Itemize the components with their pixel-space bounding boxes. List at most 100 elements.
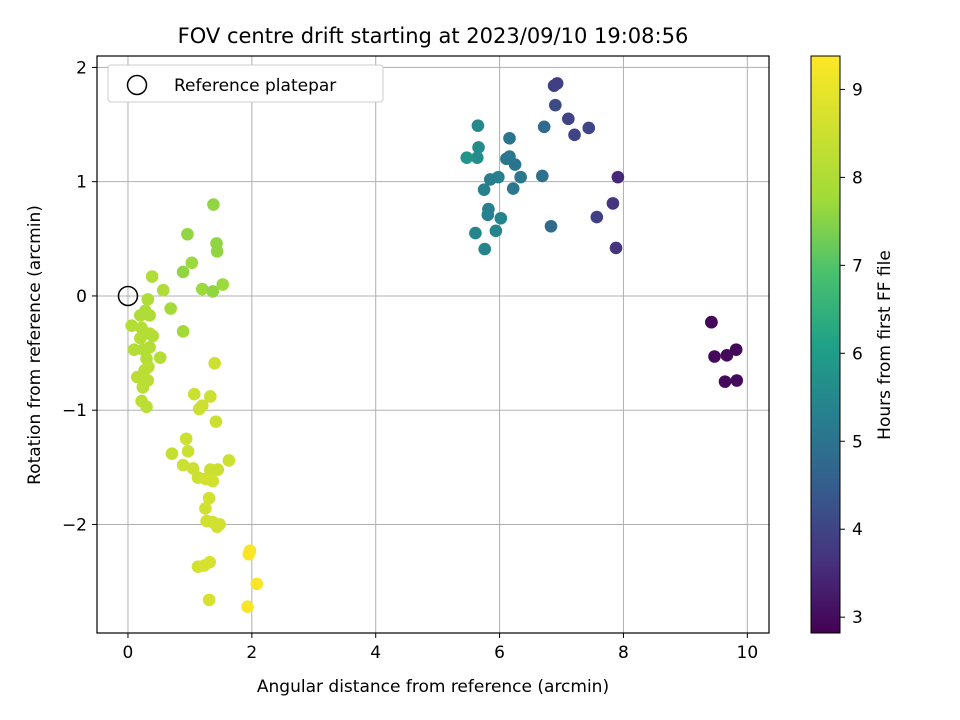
data-point bbox=[176, 458, 190, 472]
y-tick-label: 1 bbox=[76, 173, 87, 193]
colorbar-label: Hours from first FF file bbox=[875, 250, 895, 440]
data-point bbox=[136, 381, 150, 394]
y-tick-label: 2 bbox=[76, 58, 87, 78]
x-axis-ticks: 0 2 4 6 8 10 bbox=[123, 633, 759, 663]
data-point bbox=[705, 315, 718, 329]
data-point bbox=[472, 141, 485, 154]
x-tick-label: 8 bbox=[618, 643, 629, 663]
x-tick-label: 0 bbox=[123, 643, 134, 663]
data-point bbox=[250, 577, 264, 591]
data-point bbox=[209, 415, 223, 428]
data-point bbox=[185, 256, 199, 270]
data-point bbox=[482, 202, 495, 216]
colorbar-tick-label: 3 bbox=[852, 608, 863, 628]
colorbar-tick-label: 9 bbox=[852, 80, 863, 100]
data-point bbox=[195, 399, 209, 412]
x-tick-label: 2 bbox=[246, 643, 257, 663]
colorbar-ticks: 3 4 5 6 7 8 9 bbox=[840, 80, 863, 628]
data-point bbox=[708, 350, 721, 363]
data-point bbox=[611, 170, 625, 184]
data-point bbox=[730, 374, 744, 387]
colorbar: 3 4 5 6 7 8 9 Hours from first FF file bbox=[810, 55, 895, 634]
data-point bbox=[550, 77, 564, 90]
legend-label: Reference platepar bbox=[174, 76, 336, 96]
data-point bbox=[127, 343, 141, 356]
grid-lines bbox=[97, 56, 769, 633]
data-point bbox=[143, 309, 156, 322]
y-axis-label: Rotation from reference (arcmin) bbox=[25, 205, 45, 485]
data-point bbox=[506, 182, 520, 195]
data-point bbox=[242, 547, 256, 561]
colorbar-tick-label: 4 bbox=[852, 520, 863, 540]
y-tick-label: −1 bbox=[62, 401, 87, 421]
x-tick-label: 4 bbox=[370, 643, 381, 663]
data-point bbox=[582, 121, 596, 135]
y-tick-label: 0 bbox=[76, 287, 87, 307]
data-point bbox=[181, 445, 195, 458]
data-point bbox=[181, 227, 194, 241]
data-point bbox=[609, 241, 623, 255]
data-point bbox=[562, 112, 575, 126]
data-point bbox=[146, 329, 160, 343]
data-point bbox=[549, 98, 562, 112]
data-point bbox=[140, 400, 153, 414]
plot-frame bbox=[96, 55, 770, 634]
colorbar-tick-label: 8 bbox=[852, 168, 863, 188]
data-point bbox=[134, 331, 147, 345]
data-point bbox=[179, 432, 193, 446]
data-point bbox=[141, 293, 155, 306]
reference-marker bbox=[117, 285, 139, 307]
data-point bbox=[213, 518, 226, 531]
data-point bbox=[718, 375, 732, 388]
data-point bbox=[720, 349, 734, 362]
x-tick-label: 6 bbox=[494, 643, 505, 663]
data-point bbox=[471, 119, 485, 132]
data-point bbox=[206, 474, 220, 488]
data-point bbox=[489, 224, 503, 238]
data-point bbox=[216, 278, 230, 291]
data-point bbox=[130, 370, 144, 384]
data-point bbox=[206, 285, 220, 298]
data-point bbox=[537, 120, 551, 134]
data-point bbox=[470, 151, 484, 164]
data-point bbox=[514, 170, 527, 184]
data-point bbox=[729, 343, 743, 356]
data-point bbox=[494, 211, 508, 225]
legend: Reference platepar bbox=[107, 64, 384, 103]
data-point bbox=[204, 390, 217, 403]
data-point bbox=[187, 387, 201, 401]
data-point bbox=[199, 502, 212, 515]
x-tick-label: 10 bbox=[737, 643, 759, 663]
data-point bbox=[241, 600, 254, 614]
data-point bbox=[477, 183, 491, 196]
legend-reference-marker bbox=[126, 74, 148, 96]
data-point bbox=[207, 198, 220, 211]
data-point bbox=[125, 319, 138, 332]
data-point bbox=[469, 226, 482, 240]
data-point bbox=[590, 210, 604, 224]
data-point bbox=[483, 173, 497, 186]
chart-title: FOV centre drift starting at 2023/09/10 … bbox=[178, 24, 689, 48]
x-axis-label: Angular distance from reference (arcmin) bbox=[257, 677, 609, 697]
data-point bbox=[606, 197, 620, 210]
data-point bbox=[478, 242, 492, 256]
data-point bbox=[195, 282, 209, 296]
data-point bbox=[536, 169, 549, 183]
data-point bbox=[460, 151, 474, 164]
data-point bbox=[176, 325, 190, 338]
colorbar-gradient bbox=[810, 55, 841, 634]
colorbar-tick-label: 5 bbox=[852, 432, 863, 452]
data-point bbox=[165, 447, 179, 460]
y-tick-label: −2 bbox=[62, 515, 87, 535]
data-point bbox=[544, 219, 558, 233]
data-point bbox=[568, 128, 581, 142]
data-point bbox=[203, 555, 217, 569]
data-point bbox=[202, 491, 216, 505]
data-point bbox=[211, 463, 225, 476]
data-point bbox=[210, 245, 224, 258]
legend-box bbox=[107, 64, 384, 103]
data-point bbox=[202, 593, 216, 607]
data-point bbox=[156, 283, 170, 297]
y-axis-ticks: −2 −1 0 1 2 bbox=[62, 58, 97, 535]
